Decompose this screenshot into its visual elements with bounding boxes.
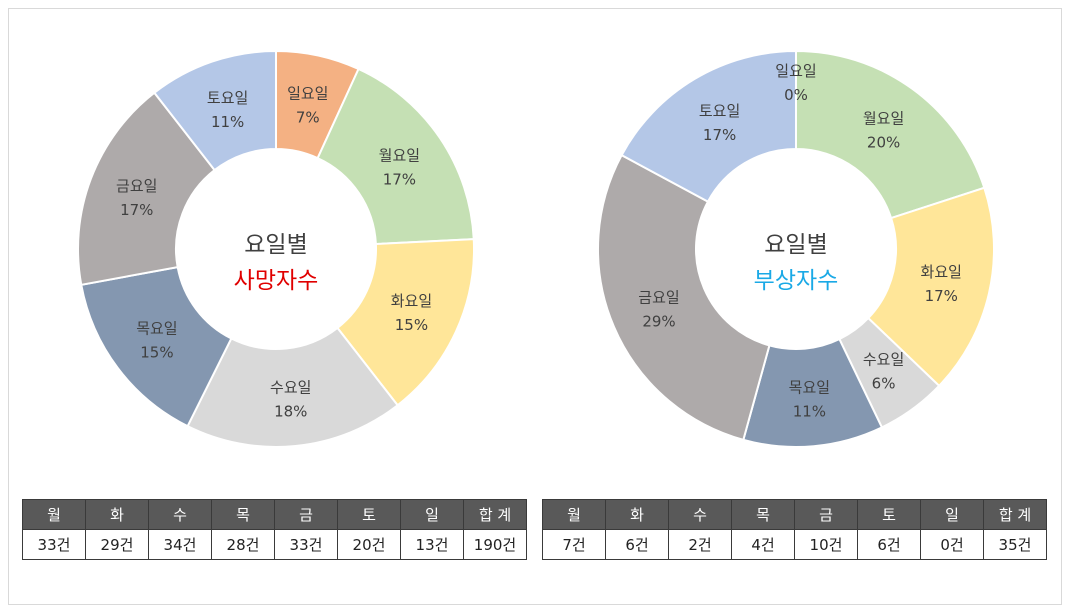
injuries-label-thu: 목요일: [789, 378, 830, 396]
header-cell-tue: 화: [605, 499, 669, 530]
deaths-label-tue: 화요일: [391, 292, 432, 310]
table-header-row: 월 화 수 목 금 토 일 합 계: [542, 499, 1047, 530]
injuries-percent-fri: 29%: [642, 313, 675, 331]
injuries-percent-sat: 17%: [703, 126, 736, 144]
injuries-donut-chart: 일요일 0% 월요일 20% 화요일 17% 수요일 6% 목요일 11% 금요일 29% 토요일 17%…: [566, 45, 1026, 465]
deaths-percent-sat: 11%: [211, 113, 244, 131]
deaths-segment-labels: 일요일 7% 월요일 17% 화요일 15% 수요일 18% 목요일 15% 금요일 17% 토요일 11…: [116, 84, 432, 420]
cell-mon: 7건: [542, 529, 606, 560]
header-cell-thu: 목: [211, 499, 275, 530]
header-cell-mon: 월: [22, 499, 86, 530]
header-cell-sat: 토: [337, 499, 401, 530]
deaths-label-mon: 월요일: [379, 146, 420, 164]
header-cell-sun: 일: [920, 499, 984, 530]
injuries-slice-mon: [795, 49, 986, 220]
cell-total: 190건: [463, 529, 527, 560]
header-cell-thu: 목: [731, 499, 795, 530]
injuries-label-fri: 금요일: [638, 289, 679, 307]
deaths-label-sun: 일요일: [287, 84, 328, 102]
injuries-label-mon: 월요일: [863, 109, 904, 127]
deaths-percent-tue: 15%: [395, 316, 428, 334]
deaths-slice-sat: [152, 49, 277, 172]
injuries-percent-tue: 17%: [925, 287, 958, 305]
deaths-slice-fri: [77, 91, 216, 286]
deaths-segments: [77, 49, 475, 448]
deaths-label-fri: 금요일: [116, 177, 157, 195]
injuries-table: 월 화 수 목 금 토 일 합 계 7건 6건 2건 4건 10건 6건 0건 …: [542, 499, 1047, 560]
deaths-label-wed: 수요일: [270, 378, 311, 396]
deaths-slice-wed: [186, 326, 400, 448]
deaths-slice-mon: [316, 67, 475, 246]
header-cell-total: 합 계: [463, 499, 527, 530]
cell-fri: 10건: [794, 529, 858, 560]
injuries-slice-tue: [866, 186, 995, 388]
cell-tue: 29건: [85, 529, 149, 560]
cell-wed: 2건: [668, 529, 732, 560]
header-cell-wed: 수: [148, 499, 212, 530]
injuries-slice-sat: [620, 49, 797, 203]
deaths-center-title: 요일별: [244, 232, 307, 258]
injuries-segment-labels: 일요일 0% 월요일 20% 화요일 17% 수요일 6% 목요일 11% 금요일 29% 토요일 17%: [638, 62, 962, 420]
injuries-label-tue: 화요일: [921, 263, 962, 281]
table-row: 7건 6건 2건 4건 10건 6건 0건 35건: [542, 529, 1047, 560]
injuries-segments: [597, 49, 995, 448]
cell-tue: 6건: [605, 529, 669, 560]
cell-sun: 0건: [920, 529, 984, 560]
cell-sat: 20건: [337, 529, 401, 560]
header-cell-wed: 수: [668, 499, 732, 530]
deaths-percent-fri: 17%: [120, 201, 153, 219]
injuries-slice-fri: [597, 153, 771, 442]
cell-mon: 33건: [22, 529, 86, 560]
cell-wed: 34건: [148, 529, 212, 560]
cell-fri: 33건: [274, 529, 338, 560]
deaths-donut-svg: 일요일 7% 월요일 17% 화요일 15% 수요일 18% 목요일 15% 금요일 17% 토요일 11…: [77, 49, 475, 448]
deaths-percent-thu: 15%: [140, 344, 173, 362]
cell-sat: 6건: [857, 529, 921, 560]
cell-thu: 4건: [731, 529, 795, 560]
injuries-percent-wed: 6%: [872, 375, 896, 393]
injuries-percent-mon: 20%: [867, 133, 900, 151]
header-cell-sat: 토: [857, 499, 921, 530]
deaths-slice-tue: [336, 238, 475, 407]
header-cell-total: 합 계: [983, 499, 1047, 530]
header-cell-mon: 월: [542, 499, 606, 530]
injuries-center-subtitle: 부상자수: [754, 268, 839, 294]
header-cell-tue: 화: [85, 499, 149, 530]
table-header-row: 월 화 수 목 금 토 일 합 계: [22, 499, 527, 530]
deaths-table: 월 화 수 목 금 토 일 합 계 33건 29건 34건 28건 33건 20…: [22, 499, 527, 560]
deaths-percent-mon: 17%: [383, 170, 416, 188]
table-row: 33건 29건 34건 28건 33건 20건 13건 190건: [22, 529, 527, 560]
cell-total: 35건: [983, 529, 1047, 560]
deaths-donut-chart: 일요일 7% 월요일 17% 화요일 15% 수요일 18% 목요일 15% 금요일 17% 토요일 11…: [46, 45, 506, 465]
injuries-label-sun: 일요일: [775, 62, 816, 80]
cell-thu: 28건: [211, 529, 275, 560]
deaths-label-sat: 토요일: [207, 89, 248, 107]
injuries-donut-svg: 일요일 0% 월요일 20% 화요일 17% 수요일 6% 목요일 11% 금요일 29% 토요일 17%…: [597, 49, 995, 448]
deaths-label-thu: 목요일: [136, 320, 177, 338]
injuries-percent-sun: 0%: [784, 86, 808, 104]
cell-sun: 13건: [400, 529, 464, 560]
injuries-center-title: 요일별: [764, 232, 827, 258]
deaths-percent-wed: 18%: [274, 402, 307, 420]
injuries-percent-thu: 11%: [793, 402, 826, 420]
header-cell-sun: 일: [400, 499, 464, 530]
injuries-label-wed: 수요일: [863, 351, 904, 369]
header-cell-fri: 금: [794, 499, 858, 530]
injuries-label-sat: 토요일: [699, 102, 740, 120]
header-cell-fri: 금: [274, 499, 338, 530]
deaths-percent-sun: 7%: [296, 108, 320, 126]
deaths-center-subtitle: 사망자수: [234, 268, 319, 294]
